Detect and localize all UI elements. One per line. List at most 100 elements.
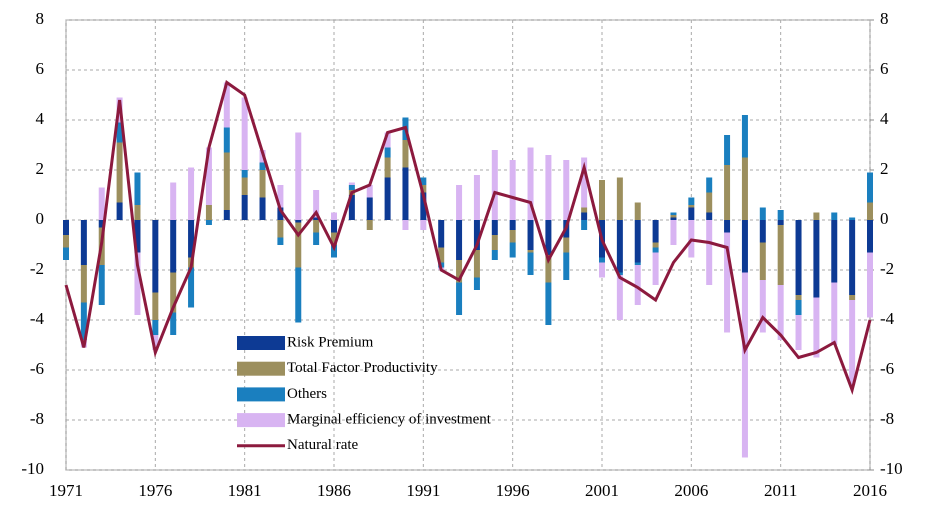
bar [795, 315, 802, 350]
bar [456, 282, 463, 315]
bar [473, 220, 480, 250]
bar [366, 185, 373, 198]
bar [366, 220, 373, 230]
legend-label: Natural rate [287, 437, 359, 453]
bar [366, 197, 373, 220]
bar [98, 265, 105, 305]
bar [491, 220, 498, 235]
bar [867, 220, 873, 253]
bar [616, 220, 623, 273]
bar [223, 152, 230, 210]
bar [599, 180, 605, 220]
bar [348, 195, 355, 220]
y2-tick-label: 0 [880, 209, 889, 228]
bar [545, 255, 552, 283]
bar [277, 185, 284, 208]
bar [384, 132, 391, 148]
bar [509, 230, 516, 243]
bar [545, 155, 552, 220]
bar [80, 265, 87, 303]
bar [134, 252, 141, 315]
bar [152, 320, 159, 335]
bar [420, 185, 427, 193]
bar [849, 220, 856, 295]
bar [420, 177, 427, 185]
bar [831, 282, 838, 345]
bar [634, 220, 641, 263]
legend-swatch [237, 336, 285, 350]
bar [670, 217, 677, 220]
bar [188, 167, 195, 220]
bar [402, 167, 409, 220]
legend-swatch [237, 361, 285, 376]
bar [80, 220, 87, 265]
bar [295, 222, 302, 268]
bar [795, 300, 802, 315]
y2-tick-label: 6 [880, 59, 889, 78]
x-tick-label: 1996 [496, 481, 530, 500]
bar [205, 147, 212, 205]
x-tick-label: 1991 [406, 481, 440, 500]
bar [491, 250, 498, 260]
bar [241, 177, 248, 195]
bar [223, 210, 230, 220]
bar [634, 202, 641, 220]
bar [777, 225, 784, 285]
bar [527, 220, 534, 250]
y-tick-label: -8 [30, 409, 44, 428]
x-tick-label: 2001 [585, 481, 619, 500]
bar [313, 232, 320, 245]
bar [331, 212, 337, 220]
bar [134, 172, 141, 205]
bar [384, 147, 391, 158]
bar [795, 220, 802, 295]
bar [741, 220, 748, 273]
bar [527, 252, 534, 275]
bar [384, 157, 391, 178]
bar [563, 237, 570, 253]
bar [116, 142, 123, 203]
y2-tick-label: -10 [880, 459, 903, 478]
bar [724, 232, 731, 333]
bar [670, 215, 677, 218]
bar [259, 170, 266, 198]
bar [795, 295, 802, 300]
bar [63, 220, 69, 235]
bar [170, 272, 177, 313]
bar [223, 127, 230, 153]
bar [581, 220, 588, 230]
x-tick-label: 1971 [49, 481, 83, 500]
y-tick-label: -2 [30, 259, 44, 278]
line [64, 80, 872, 395]
bar [188, 267, 195, 308]
bar [813, 220, 820, 298]
y2-tick-label: -4 [880, 309, 895, 328]
bar [634, 265, 641, 305]
bar [670, 220, 677, 245]
y2-tick-label: -8 [880, 409, 894, 428]
bar [277, 207, 284, 220]
bar [402, 220, 409, 230]
bar [438, 220, 445, 248]
legend-swatch [237, 413, 285, 428]
bar [652, 247, 659, 253]
bar [706, 177, 713, 193]
bar [581, 157, 588, 208]
bar [616, 177, 623, 220]
bar [473, 250, 480, 278]
y2-tick-label: 4 [880, 109, 889, 128]
bar [563, 252, 570, 280]
bar [331, 245, 337, 258]
bar [831, 212, 838, 220]
bar [616, 275, 623, 320]
y-tick-label: -10 [21, 459, 44, 478]
bar [599, 257, 605, 263]
bar [170, 182, 177, 220]
y-tick-label: 8 [36, 9, 45, 28]
bar [670, 212, 677, 215]
bar [116, 202, 123, 220]
bar [777, 285, 784, 340]
bar [205, 220, 212, 225]
bar [741, 272, 748, 458]
bar [509, 160, 516, 220]
